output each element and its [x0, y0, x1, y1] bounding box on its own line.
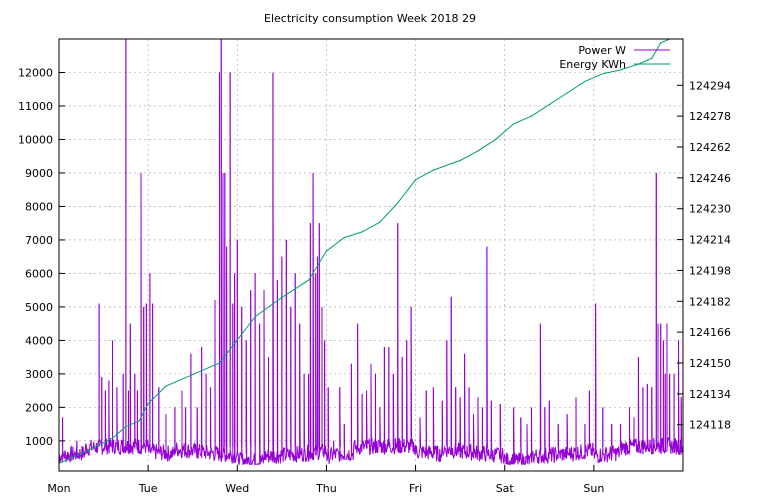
energy-point — [236, 339, 238, 341]
energy-point — [343, 237, 345, 239]
x-tick-label: Thu — [315, 482, 337, 495]
y-right-tick-label: 124278 — [689, 110, 731, 123]
energy-point — [513, 123, 515, 125]
legend: Power W Energy KWh — [559, 44, 670, 71]
energy-point — [165, 385, 167, 387]
energy-point — [414, 179, 417, 181]
energy-point — [432, 169, 434, 171]
y-left-tick-label: 4000 — [25, 334, 53, 347]
energy-point — [477, 150, 479, 152]
y-right-tick-label: 124230 — [689, 203, 731, 216]
y-left-tick-label: 8000 — [25, 200, 53, 213]
y-left-tick-label: 7000 — [25, 234, 53, 247]
y-right-tick-label: 124294 — [689, 79, 731, 92]
y-left-tick-label: 10000 — [18, 133, 53, 146]
y-right-tick-label: 124262 — [689, 141, 731, 154]
energy-point — [192, 373, 194, 376]
legend-label-energy: Energy KWh — [559, 58, 626, 71]
legend-label-power: Power W — [578, 44, 626, 57]
energy-point — [125, 426, 127, 428]
y-left-tick-label: 1000 — [25, 435, 53, 448]
y-right-tick-label: 124214 — [689, 234, 731, 247]
y-left-tick-label: 9000 — [25, 167, 53, 180]
power-line — [59, 39, 683, 467]
x-tick-label: Tue — [138, 482, 158, 495]
energy-series — [59, 35, 683, 464]
energy-point — [325, 250, 328, 252]
y-left-tick-label: 3000 — [25, 368, 53, 381]
energy-point — [548, 103, 550, 106]
x-tick-label: Sun — [583, 482, 604, 495]
y-left-tick-label: 2000 — [25, 401, 53, 414]
energy-point — [397, 202, 399, 204]
energy-point — [111, 437, 114, 439]
energy-point — [620, 69, 622, 71]
energy-point — [281, 296, 283, 299]
y-right-tick-label: 124118 — [689, 419, 731, 432]
x-tick-label: Sat — [496, 482, 515, 495]
energy-point — [379, 221, 381, 223]
y-right-tick-label: 124182 — [689, 295, 731, 308]
energy-point — [660, 42, 662, 44]
grid — [59, 39, 683, 471]
y-right-tick-label: 124246 — [689, 172, 731, 185]
energy-point — [584, 80, 586, 83]
x-tick-label: Fri — [409, 482, 422, 495]
energy-point — [682, 35, 683, 36]
y-right-tick-label: 124150 — [689, 357, 731, 370]
energy-point — [566, 92, 568, 94]
y-left-tick-label: 12000 — [18, 66, 53, 79]
energy-point — [459, 159, 461, 162]
y-right-tick-label: 124198 — [689, 264, 731, 277]
x-tick-label: Wed — [225, 482, 249, 495]
energy-point — [218, 362, 221, 364]
y-left-tick-label: 5000 — [25, 301, 53, 314]
energy-point — [361, 231, 363, 233]
y-left-tick-label: 6000 — [25, 267, 53, 280]
axes: 1000 2000 3000 4000 5000 6000 7000 8000 9000 1000… — [18, 66, 731, 495]
energy-point — [147, 402, 149, 405]
energy-point — [85, 451, 87, 453]
energy-point — [138, 420, 140, 422]
y-left-tick-label: 11000 — [18, 100, 53, 113]
chart-title: Electricity consumption Week 2018 29 — [264, 12, 476, 25]
energy-point — [651, 57, 653, 59]
energy-point — [308, 279, 310, 281]
energy-point — [602, 73, 604, 75]
power-series — [59, 39, 683, 467]
plot-border — [58, 38, 684, 472]
y-right-tick-label: 124134 — [689, 388, 731, 401]
energy-point — [530, 115, 533, 117]
y-right-tick-label: 124166 — [689, 326, 731, 339]
energy-point — [254, 316, 256, 318]
x-tick-label: Mon — [47, 482, 70, 495]
energy-point — [495, 138, 497, 140]
